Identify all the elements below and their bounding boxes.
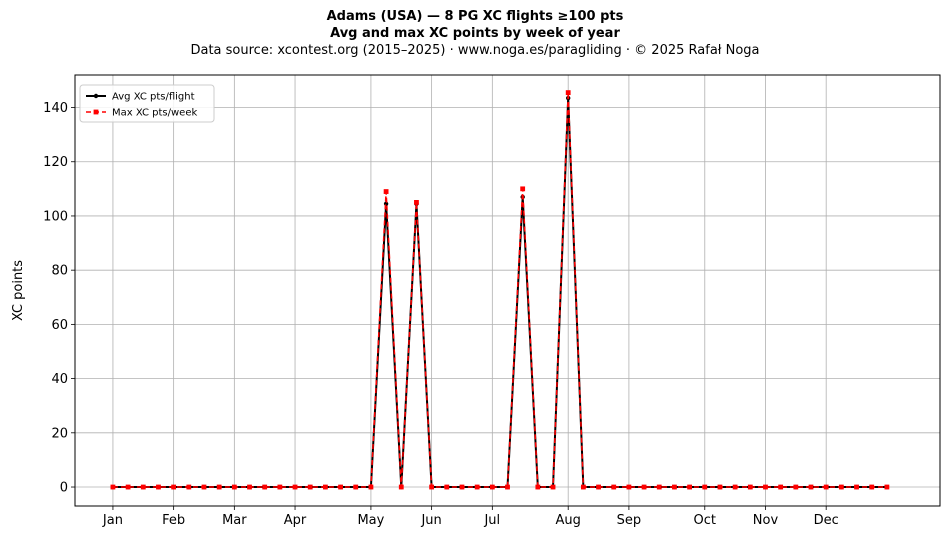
max-point	[702, 484, 708, 490]
x-tick-label: Jan	[102, 513, 123, 528]
max-point	[808, 484, 814, 490]
max-point	[747, 484, 753, 490]
legend-box	[79, 84, 215, 123]
max-point	[489, 484, 495, 490]
max-point	[884, 484, 890, 490]
series-layer	[110, 90, 890, 490]
max-point	[717, 484, 723, 490]
max-point	[869, 484, 875, 490]
max-point	[656, 484, 662, 490]
max-point	[687, 484, 693, 490]
y-axis-ticks: 0 20 40 60 80 100 120 140	[43, 101, 75, 496]
max-point	[535, 484, 541, 490]
y-tick-label: 60	[51, 318, 68, 333]
plot-frame	[74, 74, 941, 507]
legend-swatch-marker	[93, 109, 99, 115]
chart-source-line: Data source: xcontest.org (2015–2025) · …	[190, 43, 760, 58]
y-axis-label: XC points	[11, 260, 26, 321]
legend-entry-label: Max XC pts/week	[112, 108, 197, 119]
max-point	[580, 484, 586, 490]
max-point	[520, 186, 526, 192]
x-tick-label: Dec	[814, 513, 839, 528]
max-point	[201, 484, 207, 490]
y-tick-label: 80	[51, 264, 68, 279]
max-point	[247, 484, 252, 490]
series-line-avg	[112, 98, 887, 489]
max-point	[110, 484, 116, 490]
max-point	[322, 484, 328, 490]
x-tick-label: Feb	[162, 513, 185, 528]
max-point	[216, 484, 222, 490]
max-point	[626, 484, 632, 490]
max-point	[307, 484, 313, 490]
legend-entry-label: Avg XC pts/flight	[112, 92, 195, 103]
max-point	[550, 484, 556, 490]
y-tick-label: 100	[43, 209, 68, 224]
y-tick-label: 0	[60, 481, 68, 496]
x-tick-label: Mar	[222, 513, 247, 528]
max-point	[156, 484, 161, 490]
max-point	[732, 484, 738, 490]
max-point	[368, 484, 374, 490]
y-tick-label: 140	[43, 101, 68, 116]
max-point	[854, 484, 859, 490]
max-point	[444, 484, 450, 490]
max-point	[125, 484, 131, 490]
max-point	[778, 484, 784, 490]
max-point	[611, 484, 617, 490]
max-point	[823, 484, 829, 490]
max-point	[414, 200, 419, 205]
legend-swatch-marker	[93, 93, 99, 99]
max-point	[186, 484, 192, 490]
max-point	[838, 484, 844, 490]
max-point	[292, 484, 298, 490]
max-point	[140, 484, 146, 490]
max-point	[262, 484, 268, 490]
max-point	[277, 484, 283, 490]
max-point	[459, 484, 465, 490]
max-point	[763, 484, 768, 490]
series-line-max	[112, 92, 887, 488]
x-tick-label: Aug	[556, 513, 581, 528]
max-point	[793, 484, 799, 490]
max-point	[231, 484, 237, 490]
y-tick-label: 20	[51, 426, 68, 441]
max-point	[505, 484, 510, 490]
max-point	[641, 484, 647, 490]
y-tick-label: 120	[43, 155, 68, 170]
max-point	[383, 189, 389, 194]
max-point	[565, 90, 571, 96]
x-tick-label: May	[357, 513, 384, 528]
x-tick-label: Apr	[284, 513, 307, 528]
x-tick-label: Nov	[753, 513, 779, 528]
x-axis-ticks: Jan Feb Mar Apr May Jun Jul Aug Sep Oct Nov Dec	[102, 506, 839, 528]
chart-title: Adams (USA) — 8 PG XC flights ≥100 pts	[326, 9, 624, 24]
max-point	[398, 484, 404, 490]
max-point	[338, 484, 343, 490]
max-point	[353, 484, 359, 490]
max-point	[429, 484, 435, 490]
max-point	[672, 484, 677, 490]
max-point	[474, 484, 480, 490]
max-point	[171, 484, 177, 490]
x-tick-label: Jul	[483, 513, 500, 528]
x-tick-label: Sep	[617, 513, 642, 528]
y-tick-label: 40	[51, 372, 68, 387]
x-tick-label: Jun	[420, 513, 441, 528]
max-point	[596, 484, 601, 490]
grid-lines	[75, 75, 940, 506]
chart-subtitle: Avg and max XC points by week of year	[330, 26, 620, 41]
legend: Avg XC pts/flight Max XC pts/week	[79, 84, 215, 123]
x-tick-label: Oct	[694, 513, 716, 528]
